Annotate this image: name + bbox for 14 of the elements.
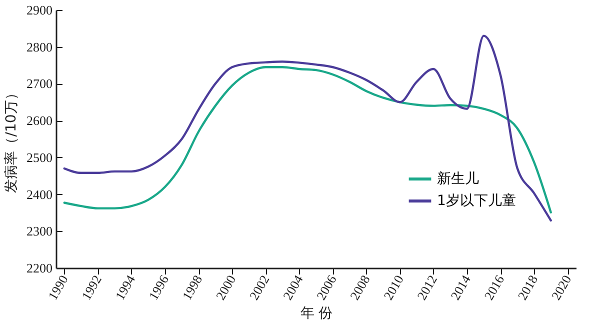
y-tick-label: 2300 — [26, 224, 52, 239]
y-tick-label: 2700 — [26, 76, 52, 92]
line-series — [63, 34, 552, 222]
x-axis-title: 年 份 — [300, 306, 333, 322]
y-tick-label: 2500 — [26, 150, 52, 165]
y-tick-label: 2400 — [26, 186, 52, 202]
legend-label: 新生儿 — [437, 171, 479, 187]
y-axis-title: 发病率（/10万） — [4, 86, 20, 193]
line-series — [63, 66, 552, 214]
y-tick-label: 2600 — [26, 113, 52, 128]
y-tick-label: 2900 — [26, 2, 52, 18]
y-tick-label: 2800 — [26, 39, 52, 54]
y-tick-label: 2200 — [26, 260, 52, 276]
legend-label: 1岁以下儿童 — [437, 193, 516, 209]
